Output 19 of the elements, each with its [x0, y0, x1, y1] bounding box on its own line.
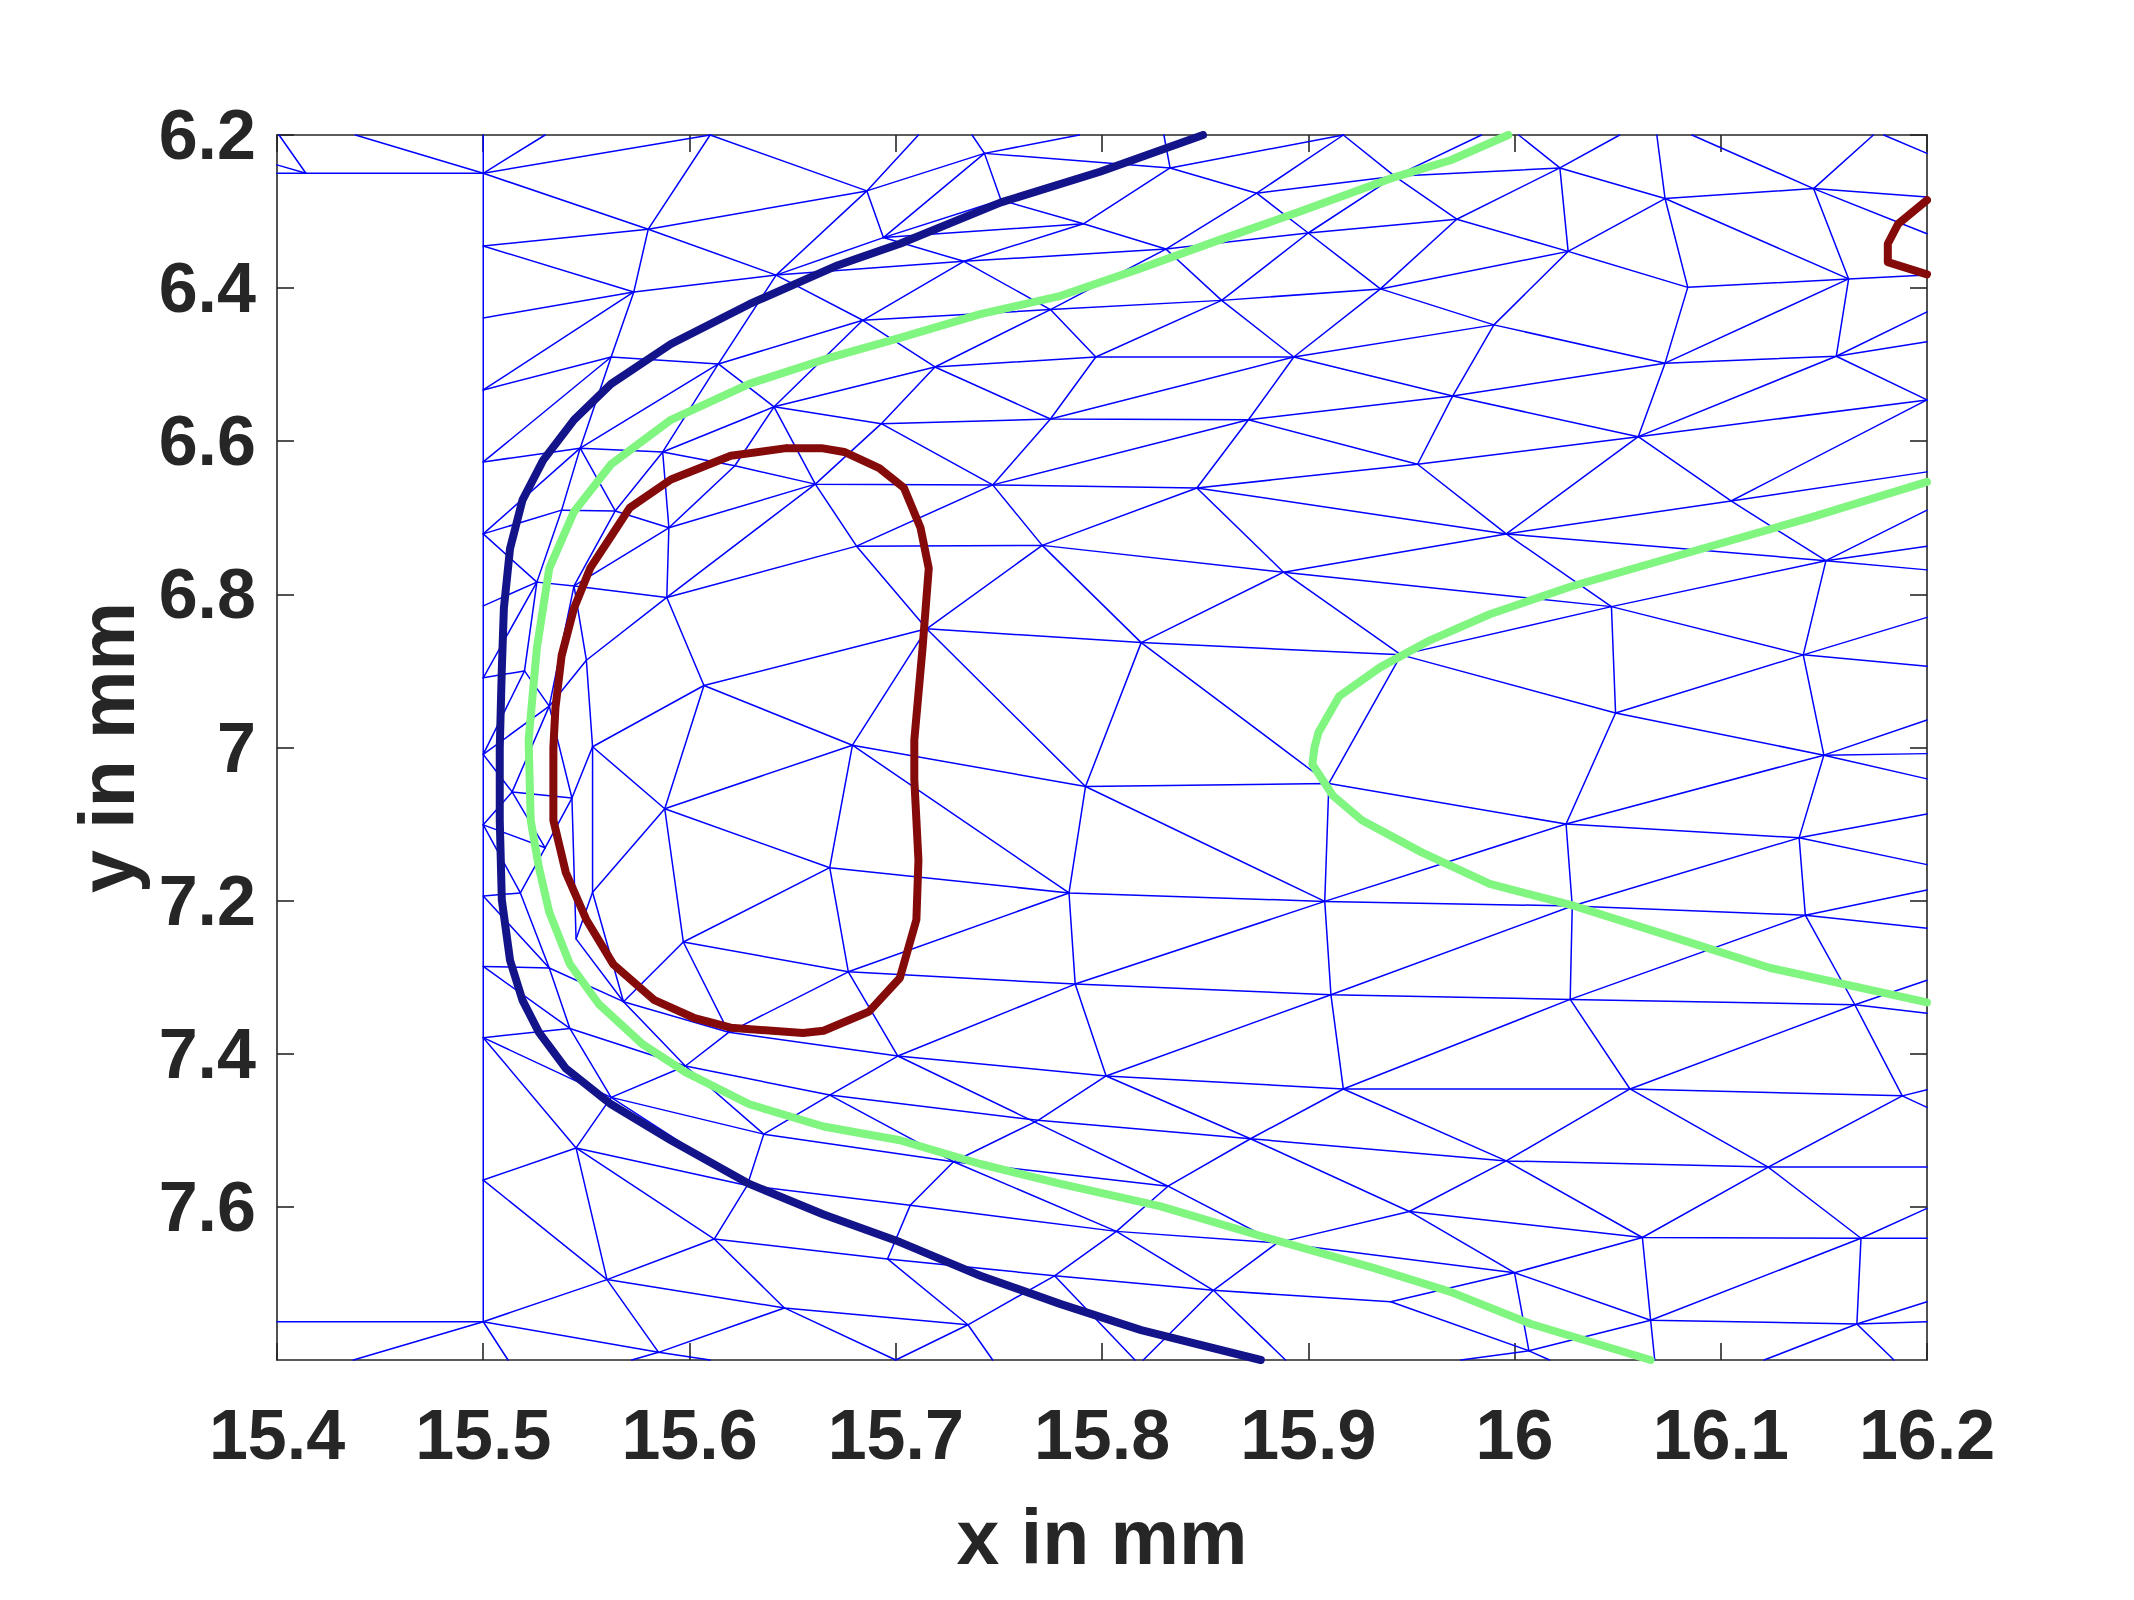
x-tick-label: 16 — [1475, 1396, 1554, 1474]
y-tick-label: 7.4 — [158, 1014, 257, 1093]
y-tick-label: 7.2 — [158, 861, 256, 940]
x-tick-label: 16.2 — [1858, 1396, 1996, 1474]
x-tick-label: 16.1 — [1652, 1396, 1789, 1474]
x-tick-label: 15.7 — [827, 1396, 964, 1474]
y-tick-label: 6.4 — [158, 249, 257, 328]
x-axis-title: x in mm — [956, 1493, 1248, 1580]
y-tick-label: 6.6 — [158, 402, 256, 481]
x-tick-label: 15.6 — [621, 1396, 758, 1474]
y-tick-label: 7 — [217, 708, 256, 787]
y-tick-label: 7.6 — [158, 1167, 256, 1246]
x-tick-label: 15.5 — [415, 1396, 552, 1474]
y-axis-title: y in mm — [63, 602, 150, 893]
x-tick-label: 15.8 — [1033, 1396, 1171, 1474]
y-tick-label: 6.2 — [158, 96, 256, 174]
y-tick-label: 6.8 — [158, 555, 256, 634]
x-tick-label: 15.9 — [1240, 1396, 1377, 1474]
x-tick-label: 15.4 — [208, 1396, 346, 1474]
